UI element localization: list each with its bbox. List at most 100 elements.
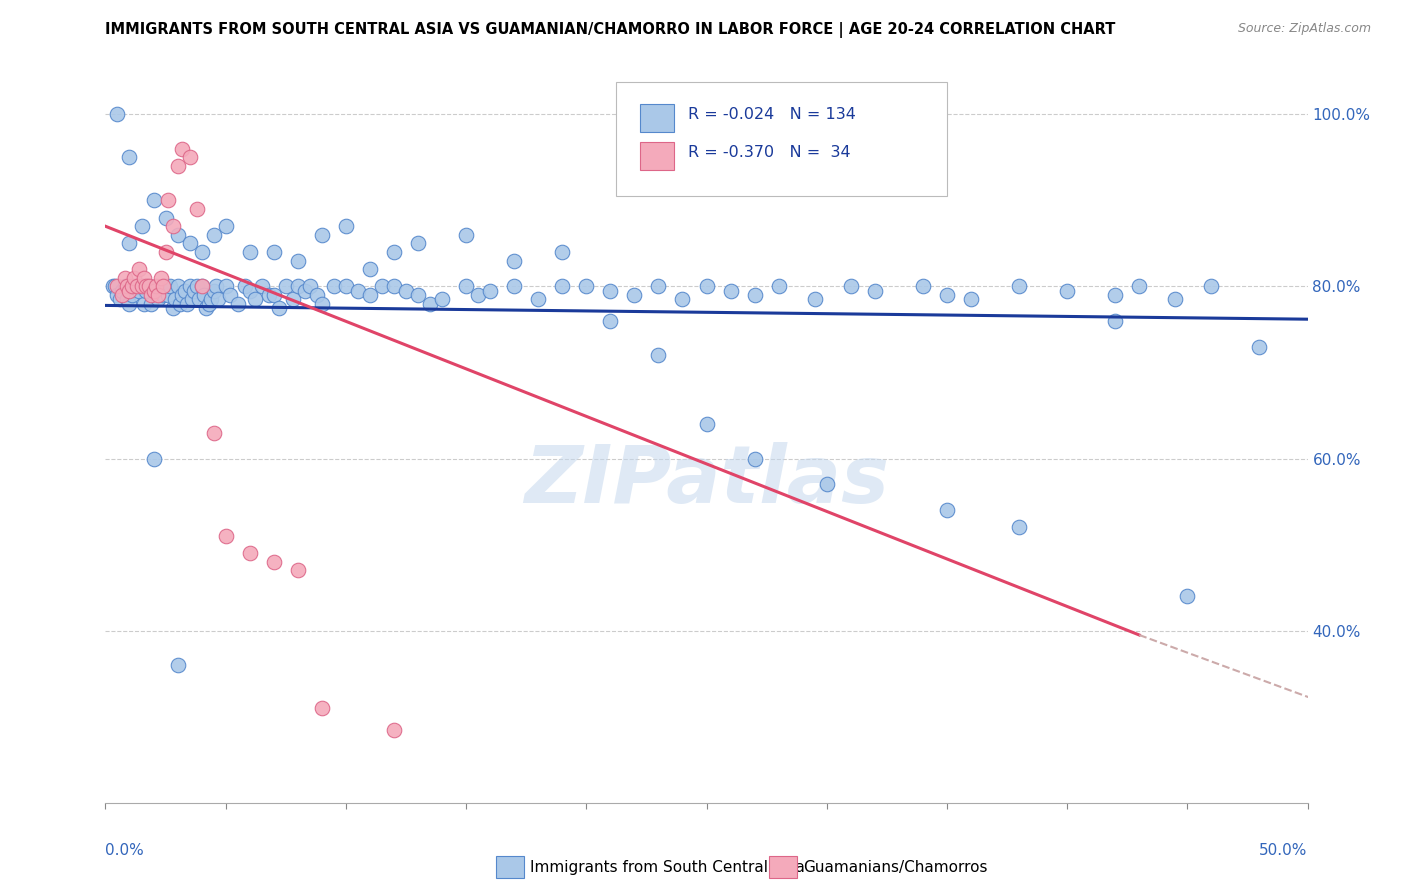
Point <box>287 253 309 268</box>
Text: ZIPatlas: ZIPatlas <box>524 442 889 520</box>
Point <box>115 293 138 307</box>
Point <box>179 150 201 164</box>
Point <box>165 293 187 307</box>
Point <box>145 279 167 293</box>
Point <box>803 293 825 307</box>
Point <box>207 293 229 307</box>
Point <box>479 284 502 298</box>
Point <box>744 288 766 302</box>
Point <box>1128 279 1150 293</box>
Point <box>186 202 208 216</box>
Text: Source: ZipAtlas.com: Source: ZipAtlas.com <box>1237 22 1371 36</box>
Point <box>202 227 225 242</box>
Point <box>575 279 598 293</box>
Point <box>179 279 201 293</box>
Point <box>166 279 188 293</box>
Point <box>287 564 309 578</box>
Point <box>287 279 309 293</box>
Point <box>121 279 143 293</box>
Point <box>172 288 194 302</box>
Point <box>138 279 160 293</box>
Point <box>148 288 170 302</box>
Point <box>138 279 160 293</box>
Text: R = -0.024   N = 134: R = -0.024 N = 134 <box>689 107 856 122</box>
Point <box>152 288 174 302</box>
Point <box>263 245 285 260</box>
Point <box>960 293 983 307</box>
Point <box>142 284 165 298</box>
Point <box>190 279 212 293</box>
Point <box>135 284 157 298</box>
Point <box>149 271 172 285</box>
Point <box>1104 314 1126 328</box>
Point <box>195 301 218 315</box>
FancyBboxPatch shape <box>640 143 673 170</box>
Point <box>124 271 146 285</box>
Point <box>139 288 162 302</box>
Point <box>696 417 718 432</box>
Point <box>101 279 124 293</box>
Point <box>121 288 143 302</box>
Point <box>148 293 170 307</box>
Point <box>839 279 862 293</box>
Point <box>131 279 153 293</box>
Point <box>118 236 141 251</box>
Point <box>1104 288 1126 302</box>
Point <box>190 245 212 260</box>
Point <box>720 284 742 298</box>
Point <box>623 288 645 302</box>
Point <box>155 279 177 293</box>
Point <box>551 279 574 293</box>
Point <box>243 293 266 307</box>
Point <box>257 288 280 302</box>
Point <box>111 288 134 302</box>
Point <box>114 279 136 293</box>
Point <box>193 288 215 302</box>
Point <box>152 279 174 293</box>
Point <box>118 150 141 164</box>
Point <box>172 142 194 156</box>
Point <box>311 227 333 242</box>
Point <box>294 284 316 298</box>
Point <box>162 301 184 315</box>
Text: 50.0%: 50.0% <box>1260 843 1308 858</box>
Point <box>131 279 153 293</box>
Point <box>298 279 321 293</box>
Point <box>430 293 453 307</box>
Point <box>142 284 165 298</box>
Point <box>744 451 766 466</box>
Point <box>107 107 129 121</box>
Point <box>671 293 693 307</box>
Point <box>181 293 204 307</box>
Text: R = -0.370   N =  34: R = -0.370 N = 34 <box>689 145 851 161</box>
Point <box>183 284 205 298</box>
Point <box>382 245 405 260</box>
Point <box>219 288 242 302</box>
Point <box>128 262 150 277</box>
Point <box>696 279 718 293</box>
Point <box>132 296 155 310</box>
Point <box>239 284 262 298</box>
Point <box>599 284 621 298</box>
Point <box>267 301 290 315</box>
Point <box>263 555 285 569</box>
Point <box>359 288 381 302</box>
Point <box>395 284 418 298</box>
Point <box>107 288 129 302</box>
Point <box>142 451 165 466</box>
Point <box>226 296 249 310</box>
Point <box>107 279 129 293</box>
Point <box>419 296 441 310</box>
Point <box>132 271 155 285</box>
Point <box>159 279 181 293</box>
Point <box>406 288 429 302</box>
Point <box>115 279 138 293</box>
Point <box>156 288 179 302</box>
Point <box>124 279 146 293</box>
Point <box>142 194 165 208</box>
Point <box>936 503 959 517</box>
Point <box>250 279 273 293</box>
Point <box>281 293 304 307</box>
Point <box>551 245 574 260</box>
Point <box>1008 520 1031 534</box>
